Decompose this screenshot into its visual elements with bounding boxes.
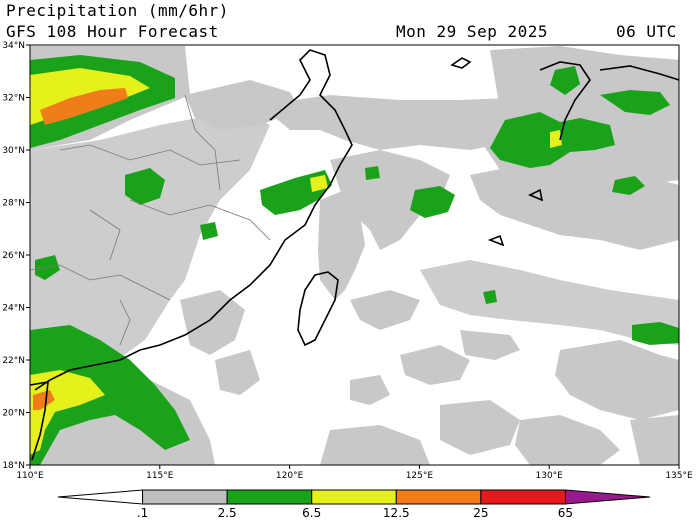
lat-label: 26°N: [2, 251, 25, 261]
lon-label: 125°E: [406, 471, 434, 481]
valid-time: 06 UTC: [616, 22, 677, 41]
legend-swatch: [480, 489, 566, 505]
legend-tick-label: 12.5: [383, 506, 410, 520]
legend-tick-label: 6.5: [302, 506, 321, 520]
legend-tick-label: 2.5: [218, 506, 237, 520]
lat-label: 22°N: [2, 356, 25, 366]
lat-label: 28°N: [2, 199, 25, 209]
legend-swatch: [57, 489, 144, 505]
lon-label: 130°E: [536, 471, 564, 481]
precip-legend: .1 2.5 6.5 12.5 25 65: [57, 489, 651, 520]
lat-label: 20°N: [2, 409, 25, 419]
valid-date: Mon 29 Sep 2025: [396, 22, 548, 41]
legend-swatch: [311, 489, 397, 505]
forecast-subtitle: GFS 108 Hour Forecast: [6, 22, 219, 41]
lat-label: 18°N: [2, 461, 25, 471]
precip-layer: [30, 46, 679, 465]
legend-swatch: [226, 489, 313, 505]
lon-label: 110°E: [16, 471, 44, 481]
longitude-axis: 110°E 115°E 120°E 125°E 130°E 135°E: [16, 465, 693, 481]
legend-swatch: [142, 489, 228, 505]
lon-label: 120°E: [276, 471, 304, 481]
legend-swatch: [564, 489, 651, 505]
lon-label: 115°E: [146, 471, 174, 481]
lat-label: 30°N: [2, 146, 25, 156]
latitude-axis: 18°N 20°N 22°N 24°N 26°N 28°N 30°N 32°N 34°N: [2, 41, 30, 471]
legend-tick-label: 25: [473, 506, 488, 520]
map-title: Precipitation (mm/6hr): [6, 1, 229, 20]
lat-label: 32°N: [2, 94, 25, 104]
legend-tick-label: 65: [558, 506, 573, 520]
lon-label: 135°E: [665, 471, 693, 481]
lat-label: 24°N: [2, 304, 25, 314]
lat-label: 34°N: [2, 41, 25, 51]
legend-tick-label: .1: [137, 506, 148, 520]
legend-swatch: [395, 489, 482, 505]
